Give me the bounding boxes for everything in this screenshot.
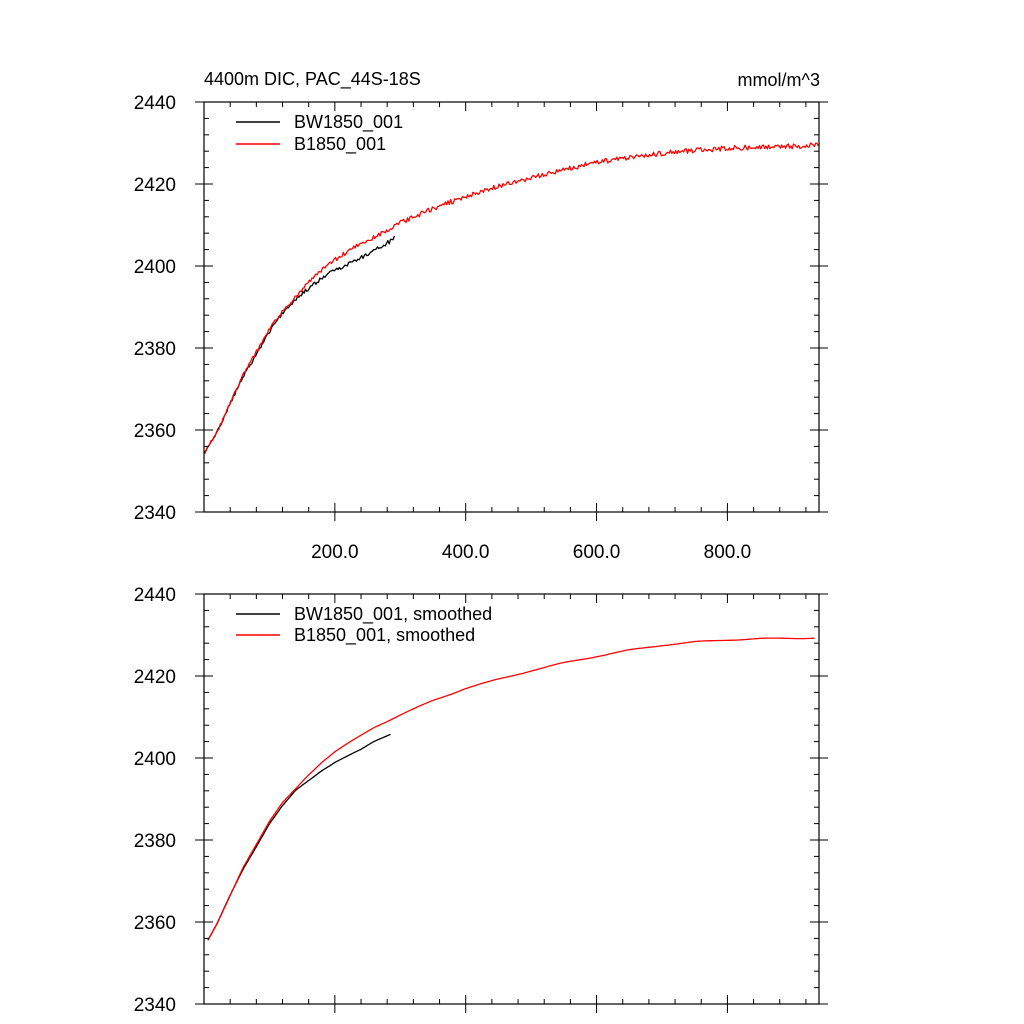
- y-tick-label: 2420: [134, 175, 176, 196]
- bottom-axis-ticks: [195, 593, 828, 1013]
- series-line-bw1850-001-smoothed: [207, 733, 391, 941]
- top-x-tick-labels: 200.0 400.0 600.0 800.0: [311, 542, 751, 563]
- series-line-b1850-001: [204, 142, 819, 455]
- y-tick-label: 2440: [134, 93, 176, 114]
- top-y-tick-labels: 2340 2360 2380 2400 2420 2440: [134, 93, 176, 524]
- y-tick-label: 2400: [134, 749, 176, 770]
- y-tick-label: 2340: [134, 995, 176, 1016]
- bottom-y-tick-labels: 2340 2360 2380 2400 2420 2440: [134, 585, 176, 1016]
- top-plot-area: [204, 142, 819, 455]
- bottom-plot-frame: [203, 593, 820, 1005]
- y-tick-label: 2440: [134, 585, 176, 606]
- legend-label: B1850_001, smoothed: [294, 625, 475, 646]
- top-panel: 4400m DIC, PAC_44S-18S mmol/m^3 2340 2360…: [134, 69, 828, 563]
- chart-title: 4400m DIC, PAC_44S-18S: [204, 69, 421, 90]
- y-tick-label: 2360: [134, 421, 176, 442]
- x-tick-label: 400.0: [442, 542, 490, 563]
- y-tick-label: 2360: [134, 913, 176, 934]
- legend-label: B1850_001: [294, 134, 386, 155]
- bottom-plot-area: [207, 637, 815, 941]
- y-tick-label: 2380: [134, 831, 176, 852]
- y-tick-label: 2420: [134, 667, 176, 688]
- top-plot-frame: [203, 101, 820, 513]
- y-tick-label: 2380: [134, 339, 176, 360]
- y-tick-label: 2400: [134, 257, 176, 278]
- bottom-panel: 2340 2360 2380 2400 2420 2440 BW1850_001, smo…: [134, 585, 828, 1016]
- series-line-bw1850-001: [204, 235, 396, 453]
- x-tick-label: 800.0: [704, 542, 752, 563]
- units-label: mmol/m^3: [738, 70, 820, 90]
- legend-label: BW1850_001, smoothed: [294, 604, 492, 625]
- x-tick-label: 600.0: [573, 542, 621, 563]
- x-tick-label: 200.0: [311, 542, 359, 563]
- series-line-b1850-001-smoothed: [207, 637, 815, 941]
- top-axis-ticks: [195, 101, 828, 521]
- y-tick-label: 2340: [134, 503, 176, 524]
- legend-label: BW1850_001: [294, 112, 403, 133]
